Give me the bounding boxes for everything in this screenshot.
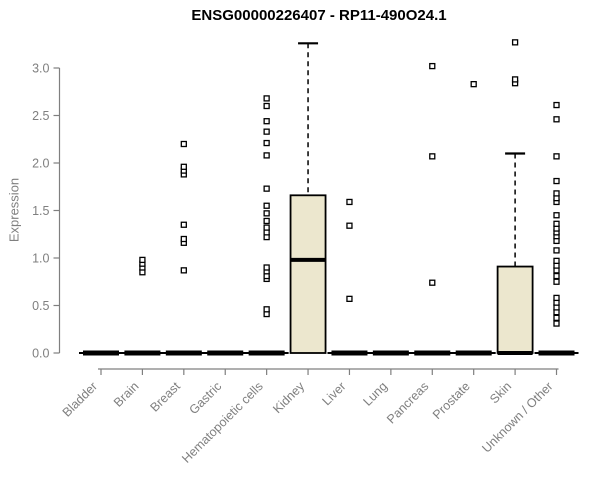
outlier-point <box>553 320 560 327</box>
flat-box <box>83 350 119 356</box>
outlier-point <box>263 224 270 231</box>
outlier-point <box>553 153 560 160</box>
outlier-point <box>180 221 187 228</box>
y-tick-label: 0.5 <box>32 299 49 313</box>
flat-box <box>248 350 285 356</box>
outlier-point <box>180 235 187 243</box>
outlier-point <box>553 272 560 280</box>
outlier-point <box>553 257 560 265</box>
outlier-point <box>511 39 519 46</box>
box-skin <box>496 265 534 354</box>
x-tick-label: Prostate <box>430 379 473 422</box>
outlier-point <box>263 217 270 225</box>
outlier-point <box>553 190 560 197</box>
outlier-point <box>553 212 560 219</box>
flat-box <box>124 350 161 356</box>
outlier-point <box>263 102 270 110</box>
outlier-point <box>139 256 146 264</box>
y-tick-label: 1.0 <box>32 252 49 266</box>
outlier-point <box>180 140 187 148</box>
x-tick-label: Gastric <box>186 379 224 417</box>
outlier-point <box>263 306 270 313</box>
outlier-point <box>553 116 560 123</box>
outlier-point <box>511 76 519 83</box>
outlier-point <box>553 314 560 322</box>
x-tick-label: Lung <box>360 379 390 409</box>
outlier-point <box>180 163 187 170</box>
x-tick-label: Kidney <box>270 379 307 416</box>
outlier-point <box>263 139 270 147</box>
outlier-point <box>263 264 270 271</box>
flat-box <box>455 350 492 356</box>
outlier-point <box>263 202 270 209</box>
outlier-point <box>553 247 560 254</box>
outlier-point <box>553 220 560 227</box>
y-tick-label: 1.5 <box>32 204 49 218</box>
x-tick-label: Liver <box>320 379 349 408</box>
y-tick-label: 3.0 <box>32 62 49 76</box>
chart-title: ENSG00000226407 - RP11-490O24.1 <box>191 7 447 24</box>
flat-box <box>207 350 244 356</box>
y-tick-label: 2.5 <box>32 109 49 123</box>
outlier-point <box>553 278 560 285</box>
box-kidney <box>289 194 327 354</box>
y-tick-label: 0.0 <box>32 347 49 361</box>
outlier-point <box>553 101 560 109</box>
outlier-point <box>429 279 436 286</box>
flat-box <box>538 350 575 356</box>
flat-box <box>372 350 409 356</box>
outlier-point <box>346 222 353 229</box>
outlier-point <box>553 294 560 302</box>
outlier-point <box>346 295 353 303</box>
outlier-point <box>263 118 270 125</box>
outlier-point <box>263 152 270 159</box>
x-tick-label: Breast <box>147 379 183 415</box>
x-tick-label: Hematopoietic cells <box>179 379 266 466</box>
outlier-point <box>429 62 436 70</box>
x-tick-label: Bladder <box>60 379 100 419</box>
outlier-point <box>263 95 270 102</box>
flat-box <box>165 350 202 356</box>
flat-box <box>414 350 451 356</box>
outlier-point <box>263 185 270 192</box>
outlier-point <box>470 81 477 88</box>
outlier-point <box>263 210 270 217</box>
outlier-point <box>263 128 270 135</box>
flat-box <box>331 350 368 356</box>
x-tick-label: Pancreas <box>384 379 431 426</box>
x-tick-label: Brain <box>111 379 142 410</box>
outlier-point <box>346 198 353 206</box>
x-tick-label: Unknown / Other <box>479 379 555 455</box>
y-tick-label: 2.0 <box>32 157 49 171</box>
outlier-point <box>180 267 187 274</box>
outlier-point <box>429 153 436 160</box>
x-tick-label: Skin <box>487 379 514 406</box>
outlier-point <box>553 177 560 185</box>
